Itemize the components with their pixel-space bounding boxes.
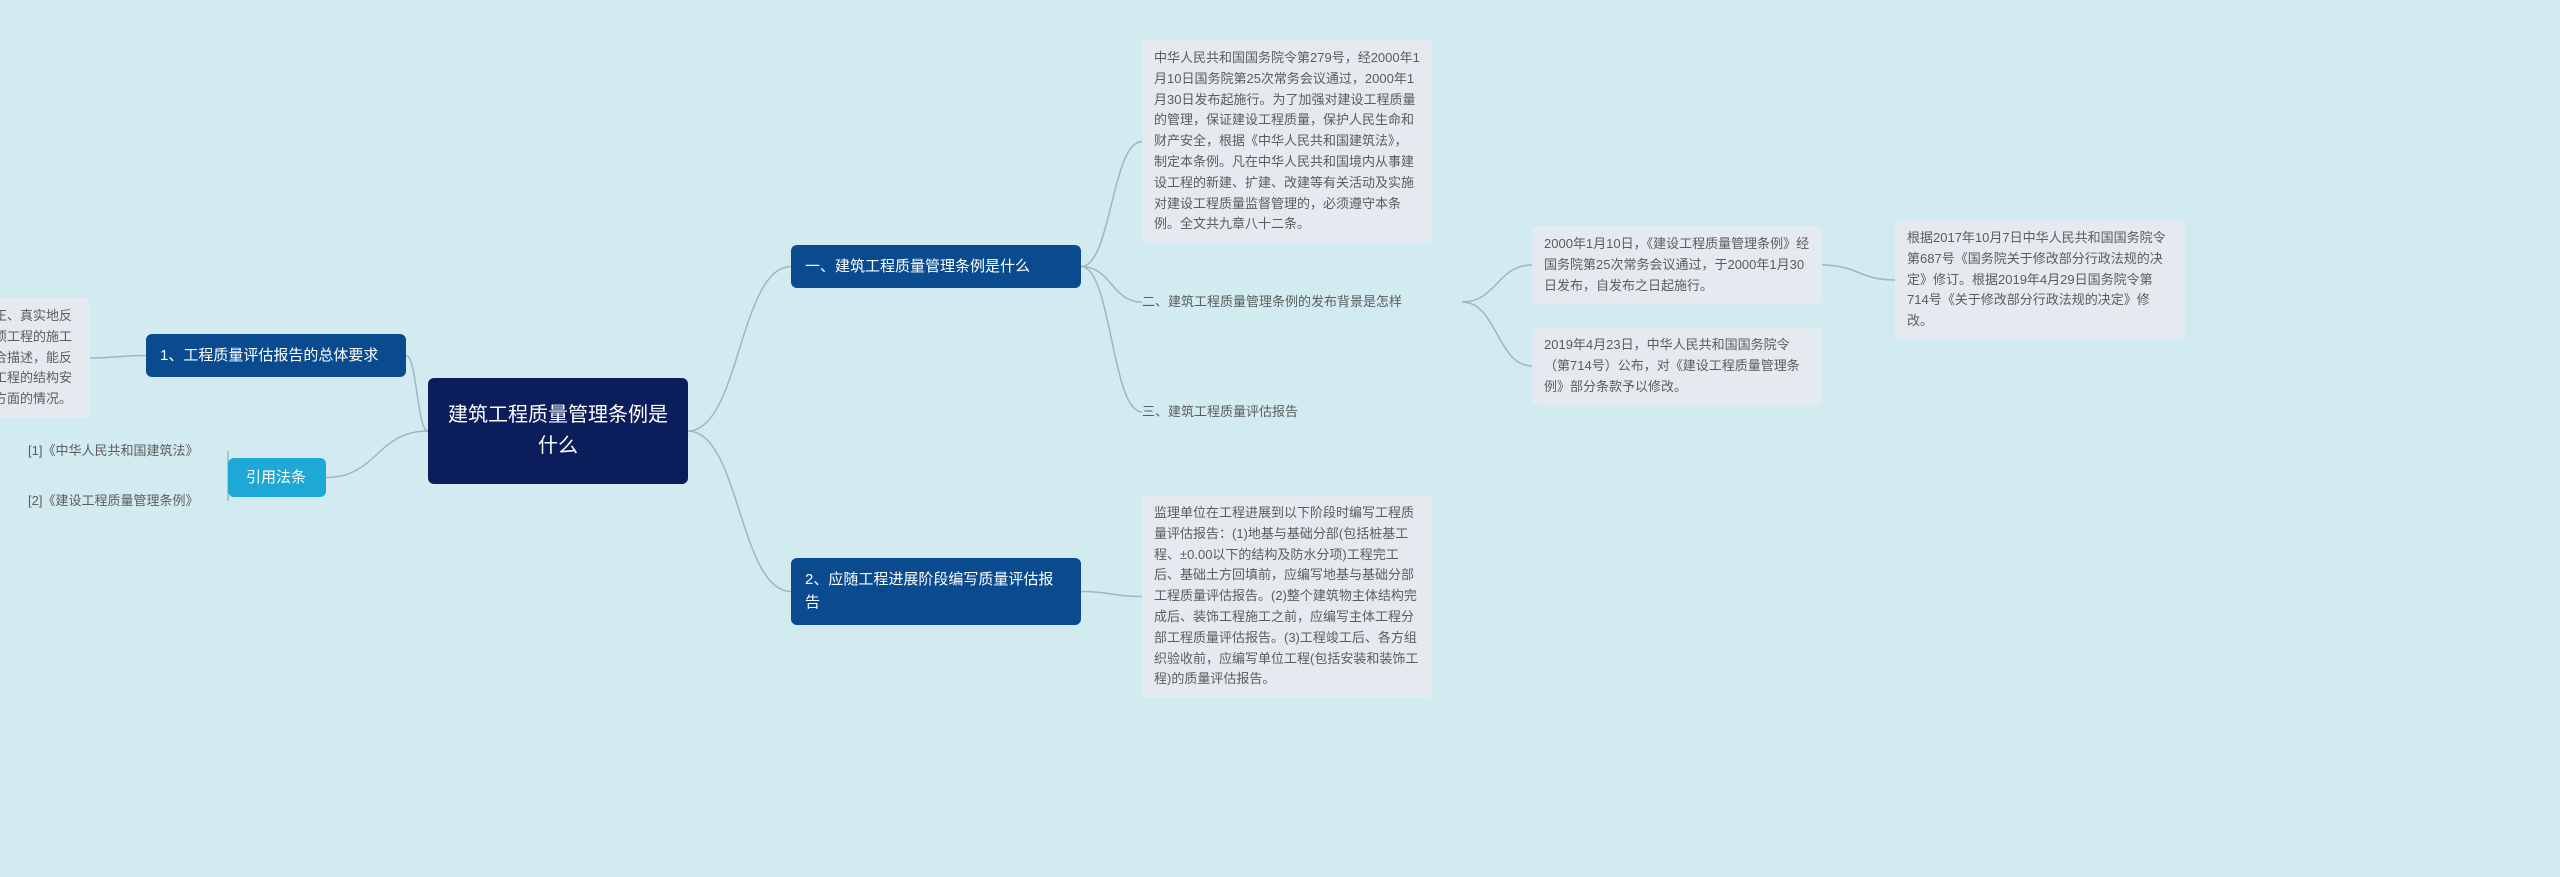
edge bbox=[326, 431, 428, 478]
edge bbox=[688, 431, 791, 592]
edge bbox=[688, 267, 791, 432]
edge bbox=[1462, 302, 1532, 366]
node-n_left2_a: [1]《中华人民共和国建筑法》 bbox=[28, 441, 228, 461]
node-n_sec1_title: 一、建筑工程质量管理条例是什么 bbox=[791, 245, 1081, 288]
edge bbox=[1081, 142, 1142, 267]
edge bbox=[1081, 592, 1142, 597]
edge bbox=[406, 356, 428, 432]
node-n_left2_title: 引用法条 bbox=[228, 458, 326, 497]
node-n_sec1_p2: 二、建筑工程质量管理条例的发布背景是怎样 bbox=[1142, 292, 1462, 312]
node-n_sec1_p1: 中华人民共和国国务院令第279号，经2000年1月10日国务院第25次常务会议通… bbox=[1142, 40, 1432, 243]
edge bbox=[90, 356, 146, 359]
node-n_sec2_title: 2、应随工程进展阶段编写质量评估报告 bbox=[791, 558, 1081, 625]
node-n_left2_b: [2]《建设工程质量管理条例》 bbox=[28, 491, 228, 511]
node-n_left1_title: 1、工程质量评估报告的总体要求 bbox=[146, 334, 406, 377]
edge bbox=[1081, 267, 1142, 303]
node-n_sec1_p3: 三、建筑工程质量评估报告 bbox=[1142, 402, 1402, 422]
edge bbox=[1462, 265, 1532, 302]
edge bbox=[1081, 267, 1142, 413]
node-n_sec1_p2a: 2000年1月10日，《建设工程质量管理条例》经国务院第25次常务会议通过，于2… bbox=[1532, 226, 1822, 304]
node-n_sec2_p1: 监理单位在工程进展到以下阶段时编写工程质量评估报告：(1)地基与基础分部(包括桩… bbox=[1142, 495, 1432, 698]
node-n_sec1_p2a1: 根据2017年10月7日中华人民共和国国务院令第687号《国务院关于修改部分行政… bbox=[1895, 220, 2185, 340]
node-n_sec1_p2b: 2019年4月23日，中华人民共和国国务院令（第714号）公布，对《建设工程质量… bbox=[1532, 327, 1822, 405]
node-root: 建筑工程质量管理条例是什么 bbox=[428, 378, 688, 484]
edge bbox=[1822, 265, 1895, 280]
node-n_left1_p: 工程质量评估报告应能客观、公正、真实地反映所评估的单位工程、分部、分项工程的施工… bbox=[0, 298, 90, 418]
